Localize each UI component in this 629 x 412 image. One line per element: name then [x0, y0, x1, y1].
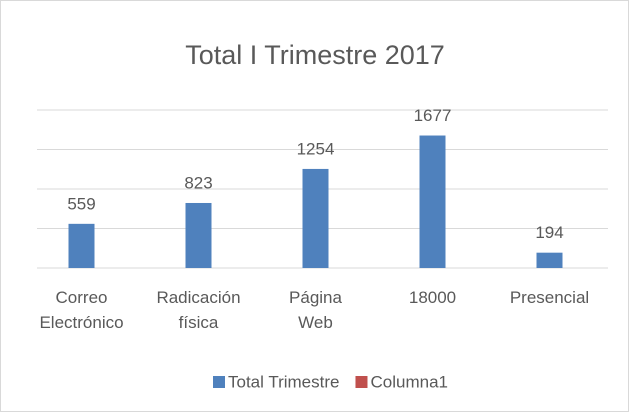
- chart-title: Total I Trimestre 2017: [185, 40, 445, 70]
- x-tick-label: Presencial: [509, 288, 590, 307]
- bar: [68, 223, 95, 268]
- legend-label: Total Trimestre: [228, 372, 339, 391]
- legend-label: Columna1: [370, 372, 448, 391]
- x-tick-label: Radicación física: [156, 288, 241, 332]
- legend-swatch: [213, 376, 225, 388]
- data-label: 1677: [414, 106, 452, 125]
- bar: [302, 168, 329, 268]
- bar: [536, 252, 563, 268]
- data-label: 1254: [297, 139, 335, 158]
- legend-swatch: [355, 376, 368, 388]
- data-label: 559: [67, 194, 95, 213]
- bar: [419, 135, 446, 268]
- bar: [185, 202, 212, 268]
- x-tick-label: 18000: [408, 288, 457, 307]
- x-tick-label: Correo Electrónico: [39, 288, 124, 332]
- data-label: 823: [184, 173, 212, 192]
- data-label: 194: [535, 223, 563, 242]
- x-tick-label: Página Web: [289, 288, 342, 332]
